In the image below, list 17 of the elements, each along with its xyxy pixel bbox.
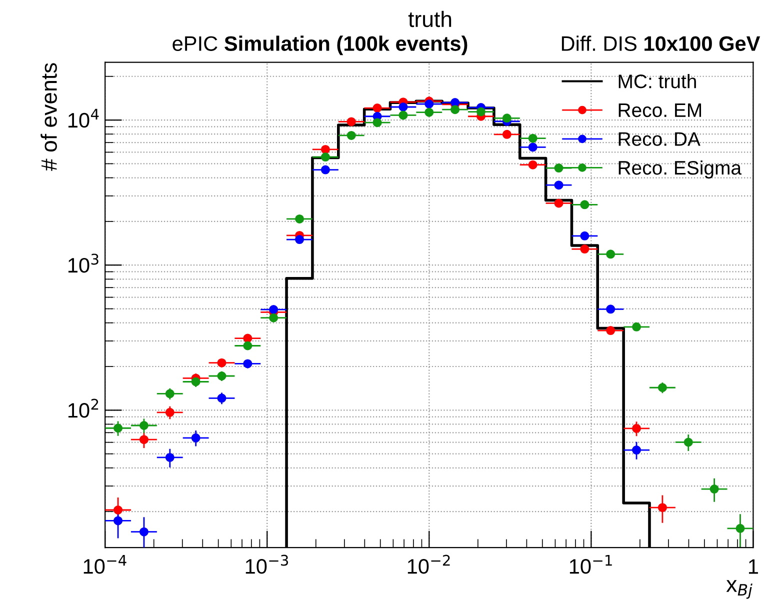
text: Diff. DIS 10x100 GeV [562,36,760,51]
x-tick-label: 10$^{−1}$ [570,554,612,574]
x-axis-title: x$_{Bj}$ [726,580,752,599]
x-tick-label: 10$^{−2}$ [408,554,450,574]
x-tick-label: 10$^{−4}$ [84,554,126,574]
legend-label: MC: truth [618,74,696,88]
chart-subtitle: ePIC Simulation (100k events) [172,36,468,56]
legend-label: Reco. EM [618,104,702,118]
y-axis-title: # of events [40,63,57,171]
y-tick-label: 10$^{2}$ [68,398,98,418]
chart-title: truth [408,10,452,28]
x-tick-label: 10$^{−3}$ [246,554,288,574]
x-tick-label: 1 [748,559,758,574]
legend-label: Reco. ESigma [618,160,742,179]
y-tick-label: 10$^{3}$ [68,254,98,273]
legend-label: Reco. DA [618,132,700,146]
y-tick-label: 10$^{4}$ [68,108,99,128]
